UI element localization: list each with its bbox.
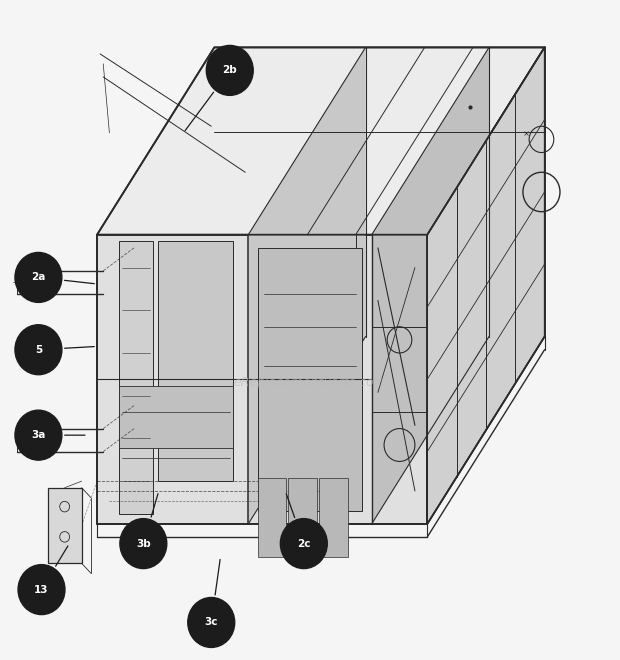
Polygon shape	[427, 48, 544, 524]
Polygon shape	[248, 48, 366, 524]
Text: 3b: 3b	[136, 539, 151, 548]
Polygon shape	[319, 478, 348, 557]
Polygon shape	[118, 386, 233, 448]
Text: 13: 13	[34, 585, 49, 595]
Polygon shape	[372, 48, 489, 524]
Circle shape	[206, 46, 253, 96]
Text: 5: 5	[35, 345, 42, 354]
Polygon shape	[48, 488, 82, 564]
Circle shape	[15, 252, 62, 302]
Polygon shape	[97, 235, 427, 524]
Circle shape	[120, 519, 167, 568]
Text: eReplacementParts.com: eReplacementParts.com	[234, 376, 386, 389]
Text: 2c: 2c	[297, 539, 311, 548]
Circle shape	[280, 519, 327, 568]
Polygon shape	[118, 242, 153, 514]
Polygon shape	[157, 242, 233, 481]
Polygon shape	[288, 478, 317, 557]
Circle shape	[18, 564, 65, 614]
Polygon shape	[97, 48, 544, 235]
Text: 3a: 3a	[31, 430, 46, 440]
Circle shape	[188, 597, 235, 647]
Circle shape	[15, 325, 62, 375]
Text: 3c: 3c	[205, 618, 218, 628]
Polygon shape	[427, 48, 544, 524]
Circle shape	[15, 410, 62, 460]
Polygon shape	[257, 248, 363, 511]
Text: 2b: 2b	[223, 65, 237, 75]
Polygon shape	[257, 478, 286, 557]
Text: 2a: 2a	[31, 273, 46, 282]
